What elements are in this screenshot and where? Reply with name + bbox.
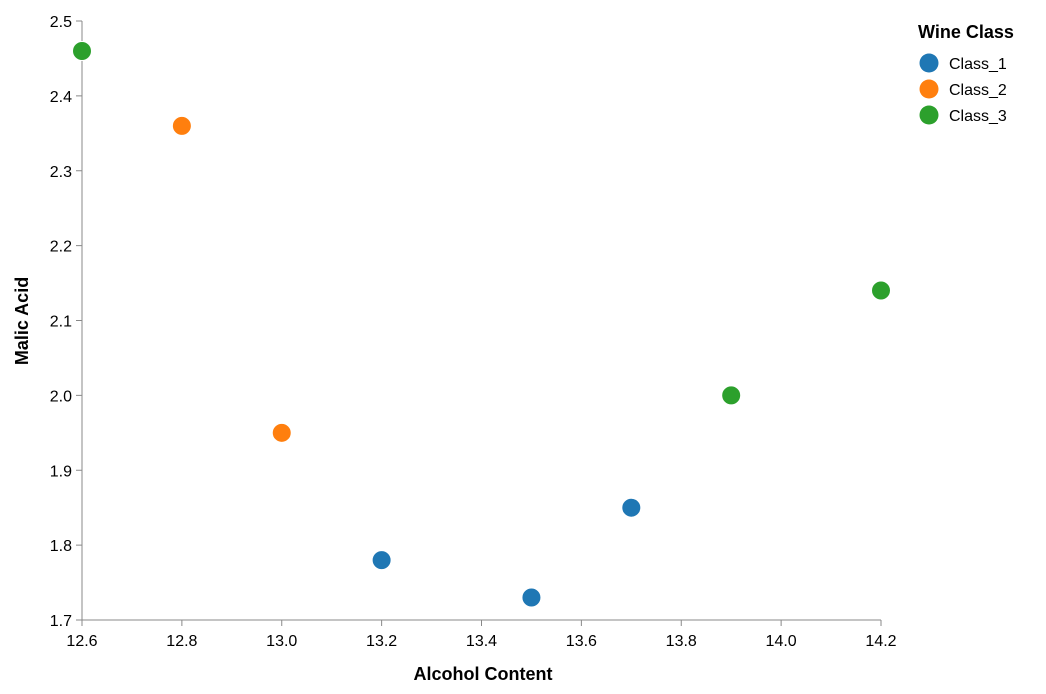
point-class-3 [721,385,742,406]
point-class-2 [271,422,292,443]
y-tick-label: 2.1 [50,314,72,331]
legend-marker [919,53,939,73]
x-tick-label: 13.0 [266,633,297,650]
y-ticks: 1.7 1.8 1.9 2.0 2.1 2.2 2.3 2.4 2.5 [50,14,82,630]
x-ticks: 12.6 12.8 13.0 13.2 13.4 13.6 13.8 14.0 14.2 [66,620,897,650]
point-class-1 [521,587,542,608]
y-tick-label: 2.0 [50,388,72,405]
legend-label: Class_3 [949,108,1007,125]
y-tick-label: 2.5 [50,14,72,31]
legend: Wine Class Class_1 Class_2 Class_3 [918,22,1014,125]
x-tick-label: 13.8 [666,633,697,650]
x-tick-label: 13.2 [366,633,397,650]
point-class-3 [871,280,891,301]
point-class-1 [371,550,392,571]
legend-label: Class_1 [949,56,1007,73]
axes: 12.6 12.8 13.0 13.2 13.4 13.6 13.8 14.0 14.2 1.7… [50,14,897,650]
x-tick-label: 12.8 [166,633,197,650]
legend-items: Class_1 Class_2 Class_3 [919,53,1007,125]
y-tick-label: 1.7 [50,613,72,630]
legend-title: Wine Class [918,22,1014,42]
point-class-3 [72,40,92,61]
x-axis-title: Alcohol Content [414,664,553,684]
y-tick-label: 2.3 [50,164,72,181]
x-tick-label: 13.6 [566,633,597,650]
x-tick-label: 12.6 [66,633,97,650]
y-tick-label: 2.2 [50,239,72,256]
y-tick-label: 2.4 [50,89,72,106]
x-tick-label: 14.0 [766,633,797,650]
y-axis-title: Malic Acid [12,277,32,365]
data-points [72,40,891,608]
y-tick-label: 1.9 [50,463,72,480]
point-class-1 [621,497,642,518]
point-class-2 [171,115,192,136]
x-tick-label: 13.4 [466,633,497,650]
y-tick-label: 1.8 [50,538,72,555]
x-tick-label: 14.2 [865,633,896,650]
legend-marker [919,105,939,125]
legend-label: Class_2 [949,82,1007,99]
legend-marker [919,79,939,99]
